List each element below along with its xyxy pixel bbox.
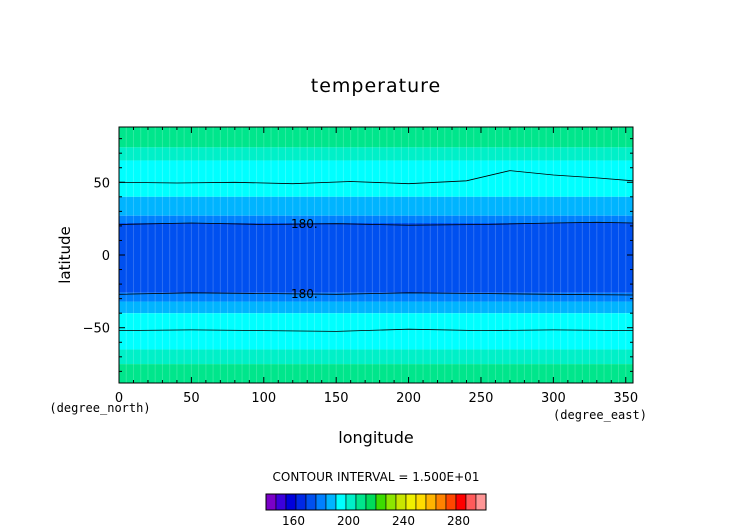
contour-line-0 (118, 170, 634, 185)
colorbar-swatch-3 (295, 493, 307, 511)
contour-line-3 (118, 328, 634, 332)
x-tick-label: 300 (541, 391, 566, 406)
colorbar-swatch-19 (455, 493, 467, 511)
fill-band-3 (119, 196, 633, 216)
chart-title: temperature (311, 75, 441, 97)
x-tick-label: 250 (469, 391, 494, 406)
colorbar-swatch-0 (265, 493, 277, 511)
contour-line-1 (118, 221, 634, 226)
contour-label-2: 180. (291, 287, 318, 301)
x-tick-label: 350 (613, 391, 638, 406)
colorbar-swatch-14 (405, 493, 417, 511)
y-axis-label: latitude (56, 226, 74, 284)
colorbar-frame (265, 493, 487, 511)
colorbar-swatch-8 (345, 493, 357, 511)
colorbar-tick-label: 240 (392, 514, 415, 528)
y-axis-units: (degree_north) (49, 401, 150, 415)
colorbar-tick-label: 160 (282, 514, 305, 528)
colorbar-swatch-17 (435, 493, 447, 511)
fill-band-0 (119, 127, 633, 148)
colorbar-swatch-15 (415, 493, 427, 511)
colorbar-swatch-13 (395, 493, 407, 511)
grid-lines (118, 127, 634, 383)
fill-band-8 (119, 313, 633, 350)
fill-band-7 (119, 301, 633, 314)
colorbar-swatch-18 (445, 493, 457, 511)
colorbar-tick-label: 200 (337, 514, 360, 528)
colorbar-swatch-10 (365, 493, 377, 511)
colorbar-swatch-1 (275, 493, 287, 511)
colorbar-swatch-16 (425, 493, 437, 511)
x-axis-label: longitude (338, 428, 413, 447)
x-tick-label: 50 (183, 391, 200, 406)
fill-band-1 (119, 147, 633, 161)
fill-band-9 (119, 349, 633, 365)
colorbar-tick-label: 280 (447, 514, 470, 528)
fill-band-6 (119, 292, 633, 302)
colorbar-swatch-9 (355, 493, 367, 511)
y-tick-label: 50 (93, 176, 110, 191)
colorbar: 160 200 240 280 (265, 493, 487, 528)
colorbar-swatch-4 (305, 493, 317, 511)
colorbar-swatch-5 (315, 493, 327, 511)
fill-band-5 (119, 223, 633, 293)
colorbar-swatch-20 (465, 493, 477, 511)
contour-lines: 180. 180. (118, 170, 634, 332)
y-tick-label: −50 (83, 322, 110, 337)
contour-line-2 (118, 292, 634, 296)
x-axis-units: (degree_east) (553, 408, 647, 422)
colorbar-swatch-12 (385, 493, 397, 511)
fill-band-2 (119, 160, 633, 197)
x-tick-label: 100 (251, 391, 276, 406)
colorbar-swatch-11 (375, 493, 387, 511)
colorbar-swatch-7 (335, 493, 347, 511)
colorbar-swatch-6 (325, 493, 337, 511)
colorbar-swatch-21 (475, 493, 487, 511)
x-tick-label: 0 (115, 391, 123, 406)
fill-band-10 (119, 364, 633, 383)
fill-band-4 (119, 215, 633, 223)
contour-label-1: 180. (291, 217, 318, 231)
contour-interval-note: CONTOUR INTERVAL = 1.500E+01 (273, 470, 480, 484)
plot-area (119, 127, 633, 383)
y-tick-label: 0 (102, 249, 110, 264)
axes: 0 50 100 150 200 250 300 350 −50 0 50 (83, 127, 638, 406)
x-tick-label: 150 (324, 391, 349, 406)
colorbar-swatch-2 (285, 493, 297, 511)
x-tick-label: 200 (396, 391, 421, 406)
